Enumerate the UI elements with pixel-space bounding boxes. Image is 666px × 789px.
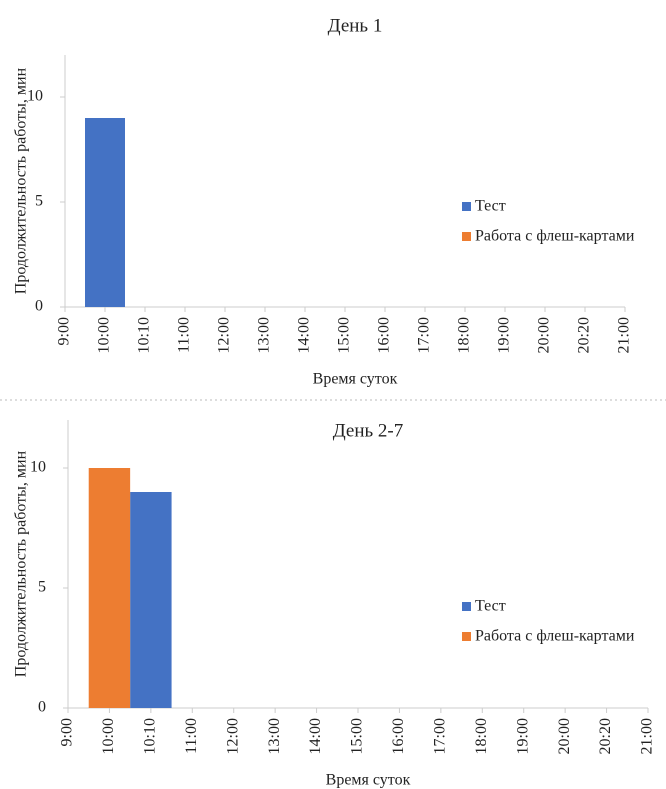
x-tick-label: 16:00 <box>390 718 407 754</box>
chart-title: День 1 <box>328 15 383 36</box>
y-tick-label: 0 <box>38 699 46 716</box>
x-tick-label: 18:00 <box>456 317 473 353</box>
x-tick-label: 16:00 <box>376 317 393 353</box>
bar <box>88 468 131 708</box>
x-tick-label: 13:00 <box>266 718 283 754</box>
x-tick-label: 20:00 <box>536 317 553 353</box>
y-tick-label: 10 <box>27 88 43 105</box>
x-axis-label: Время суток <box>326 772 411 789</box>
chart-title: День 2-7 <box>333 420 404 441</box>
x-tick-label: 9:00 <box>56 317 73 345</box>
x-tick-label: 21:00 <box>616 317 633 353</box>
x-tick-label: 19:00 <box>496 317 513 353</box>
bar <box>130 492 172 708</box>
x-tick-label: 15:00 <box>336 317 353 353</box>
x-tick-label: 10:10 <box>142 718 159 754</box>
legend-label: Тест <box>475 198 506 215</box>
x-tick-label: 10:00 <box>100 718 117 754</box>
x-axis-label: Время суток <box>313 371 398 388</box>
x-tick-label: 20:00 <box>556 718 573 754</box>
x-tick-label: 10:10 <box>136 317 153 353</box>
legend-swatch <box>462 602 471 611</box>
x-tick-label: 10:00 <box>96 317 113 353</box>
legend-swatch <box>462 232 471 241</box>
x-tick-label: 20:20 <box>576 317 593 353</box>
legend-swatch <box>462 632 471 641</box>
x-tick-label: 14:00 <box>307 718 324 754</box>
x-tick-label: 15:00 <box>349 718 366 754</box>
x-tick-label: 18:00 <box>473 718 490 754</box>
bar <box>85 118 125 307</box>
legend-label: Работа с флеш-картами <box>475 628 635 645</box>
y-tick-label: 10 <box>30 459 46 476</box>
legend-label: Тест <box>475 598 506 615</box>
legend-label: Работа с флеш-картами <box>475 228 635 245</box>
y-axis-label: Продолжительность работы, мин <box>13 67 30 294</box>
x-tick-label: 11:00 <box>183 718 200 754</box>
y-tick-label: 5 <box>38 579 46 596</box>
x-tick-label: 17:00 <box>416 317 433 353</box>
x-tick-label: 21:00 <box>639 718 656 754</box>
x-tick-label: 13:00 <box>256 317 273 353</box>
x-tick-label: 9:00 <box>59 718 76 746</box>
legend-swatch <box>462 202 471 211</box>
x-tick-label: 11:00 <box>176 317 193 353</box>
x-tick-label: 19:00 <box>514 718 531 754</box>
x-tick-label: 12:00 <box>216 317 233 353</box>
y-tick-label: 5 <box>35 193 43 210</box>
x-tick-label: 17:00 <box>432 718 449 754</box>
x-tick-label: 12:00 <box>224 718 241 754</box>
x-tick-label: 14:00 <box>296 317 313 353</box>
x-tick-label: 20:20 <box>597 718 614 754</box>
y-axis-label: Продолжительность работы, мин <box>13 450 30 677</box>
y-tick-label: 0 <box>35 298 43 315</box>
